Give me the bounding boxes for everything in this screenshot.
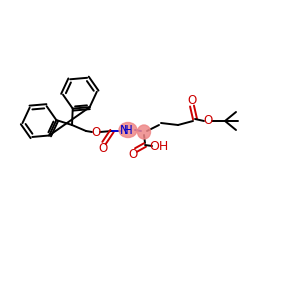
- Ellipse shape: [137, 125, 151, 139]
- Ellipse shape: [119, 122, 137, 137]
- Text: O: O: [188, 94, 196, 107]
- Text: O: O: [203, 115, 213, 128]
- Text: O: O: [98, 142, 108, 154]
- Text: O: O: [92, 125, 100, 139]
- Text: O: O: [128, 148, 138, 160]
- Text: H: H: [124, 124, 132, 136]
- Text: N: N: [120, 124, 128, 136]
- Text: OH: OH: [149, 140, 169, 154]
